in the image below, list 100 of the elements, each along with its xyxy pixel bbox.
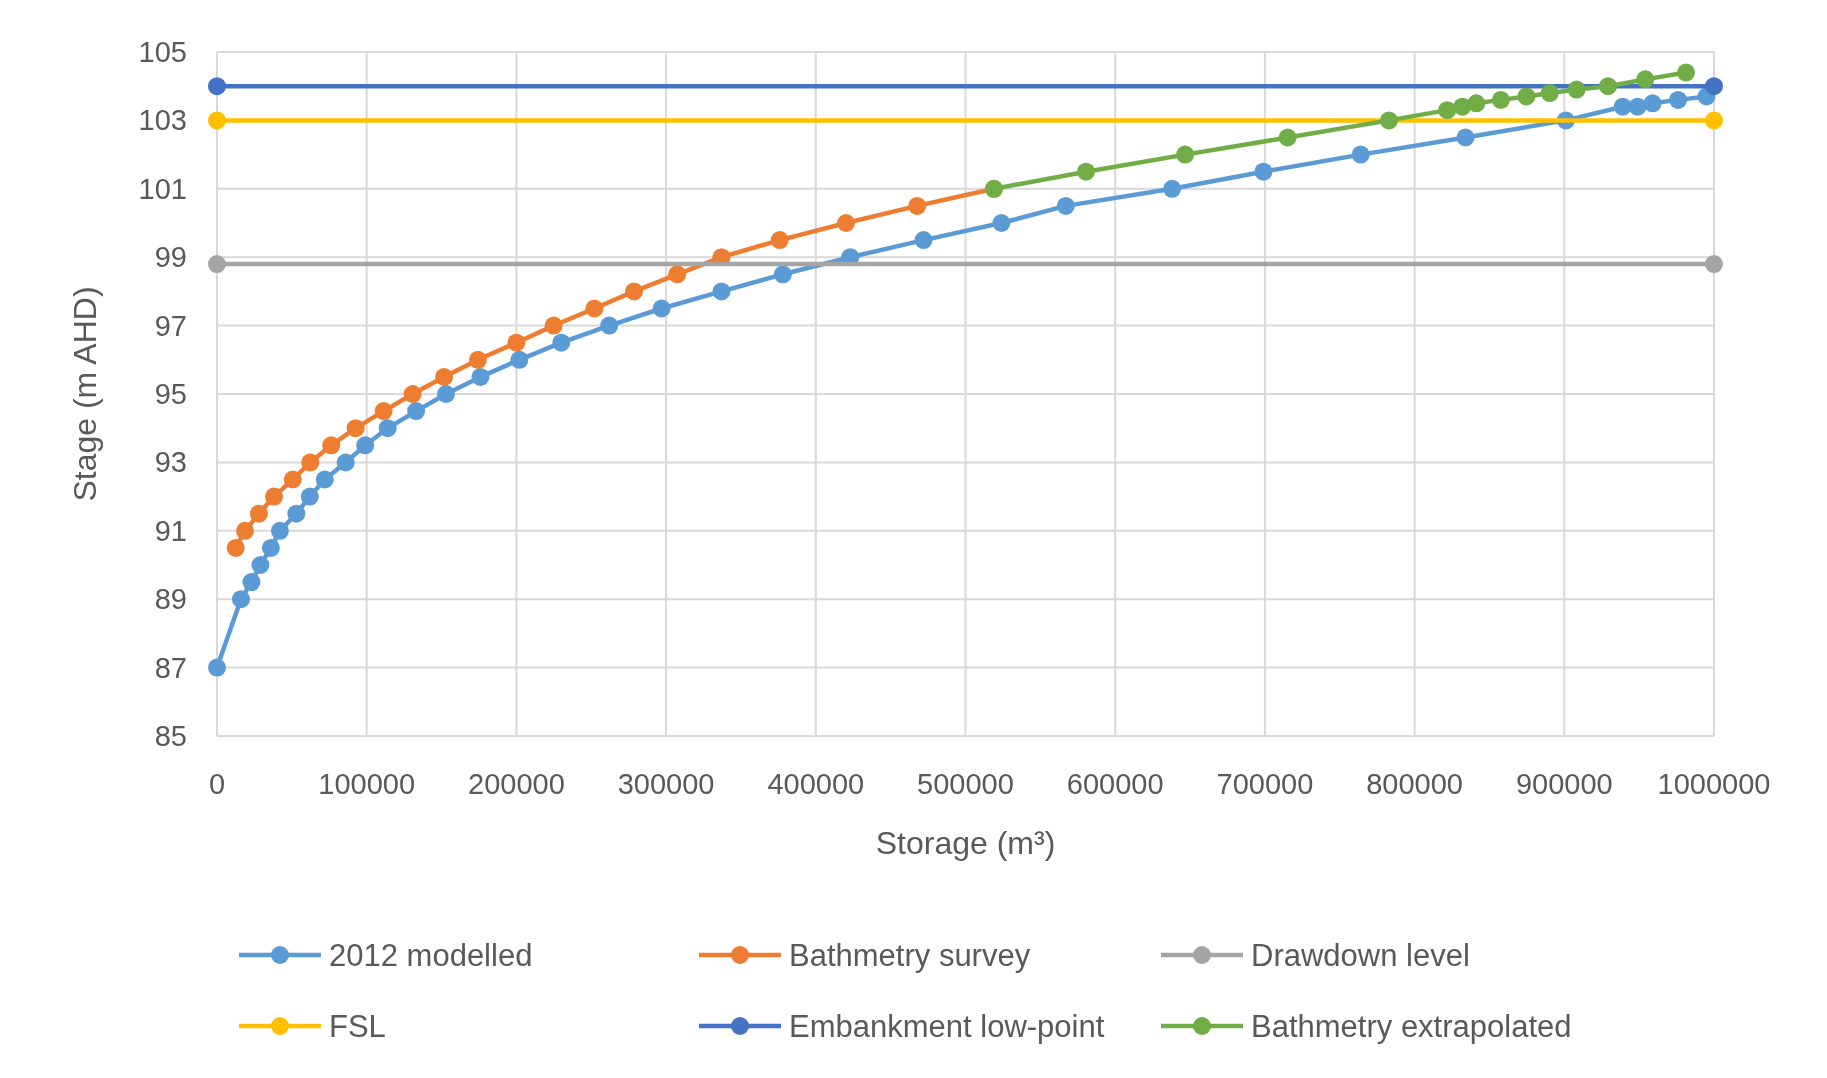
point [1677,63,1696,82]
point [1077,162,1096,181]
point [1351,145,1370,164]
point [552,333,571,352]
point [1669,90,1688,109]
point [1163,179,1182,198]
legend-label: 2012 modelled [329,938,533,973]
point [356,436,375,455]
point [300,487,319,506]
point [301,453,320,472]
y-tick-label: 91 [154,514,187,547]
point [208,658,226,677]
point [407,402,426,421]
point [283,470,302,489]
y-tick-label: 101 [138,172,187,205]
point [507,333,526,352]
point [1705,255,1723,274]
point [585,299,604,318]
x-tick-label: 900000 [1515,768,1613,800]
point [1540,84,1559,103]
point [468,350,487,369]
point [1643,94,1662,113]
x-tick-label: 200000 [468,768,565,800]
point [242,573,261,592]
point [1176,145,1195,164]
point [1628,97,1647,116]
x-axis-title: Storage (m³) [875,825,1056,861]
point [837,214,856,232]
point [1636,70,1655,89]
y-tick-label: 89 [154,583,187,616]
point [1567,80,1586,99]
point [652,299,671,318]
point [992,214,1011,232]
point [336,453,355,472]
point [1278,128,1297,147]
point [270,521,289,540]
point [265,487,284,506]
point [231,590,250,609]
point [1056,196,1075,215]
x-tick-label: 300000 [617,768,715,800]
point [1613,97,1632,116]
y-tick-label: 99 [154,241,187,274]
point [437,385,456,403]
x-tick-label: 100000 [318,768,416,800]
x-tick-label: 400000 [767,768,865,800]
point [1705,77,1723,96]
point [712,282,731,301]
point [249,504,268,523]
y-tick-label: 95 [154,378,187,410]
point [544,316,563,335]
point [251,556,270,574]
point [208,77,226,96]
point [1254,162,1273,181]
y-tick-label: 87 [154,651,187,684]
y-tick-label: 97 [154,309,187,342]
legend-label: FSL [329,1009,386,1044]
y-tick-label: 103 [138,104,187,137]
point [625,282,644,301]
point [1467,94,1486,113]
point [322,436,341,455]
legend-label: Bathmetry survey [789,938,1031,973]
point [346,419,365,438]
point [287,504,306,523]
y-tick-label: 85 [154,720,187,752]
legend-label: Embankment low-point [789,1009,1105,1044]
point [908,196,927,215]
point [1705,111,1723,130]
x-tick-label: 500000 [917,768,1014,800]
point [378,419,397,438]
point [1517,87,1536,106]
point [315,470,334,489]
point [374,402,393,421]
point [510,350,529,369]
legend-label: Drawdown level [1251,938,1470,973]
point [1438,101,1457,120]
y-tick-label: 105 [138,36,187,68]
point [435,367,454,386]
point [1456,128,1475,147]
point [770,231,789,250]
point [600,316,619,335]
point [208,111,226,130]
point [914,231,933,250]
point [208,255,226,274]
point [773,265,792,284]
legend-label: Bathmetry extrapolated [1251,1009,1572,1044]
point [403,385,422,403]
point [261,538,280,557]
point [235,521,254,540]
x-tick-label: 1000000 [1657,768,1771,800]
point [668,265,687,284]
x-tick-label: 600000 [1066,768,1164,800]
point [1599,77,1618,96]
point [226,538,245,557]
point [1380,111,1398,130]
point [471,367,490,386]
x-tick-label: 0 [208,768,226,800]
x-tick-label: 800000 [1366,768,1463,800]
point [1491,90,1510,109]
y-axis-title: Stage (m AHD) [67,286,103,502]
y-tick-label: 93 [154,446,187,479]
